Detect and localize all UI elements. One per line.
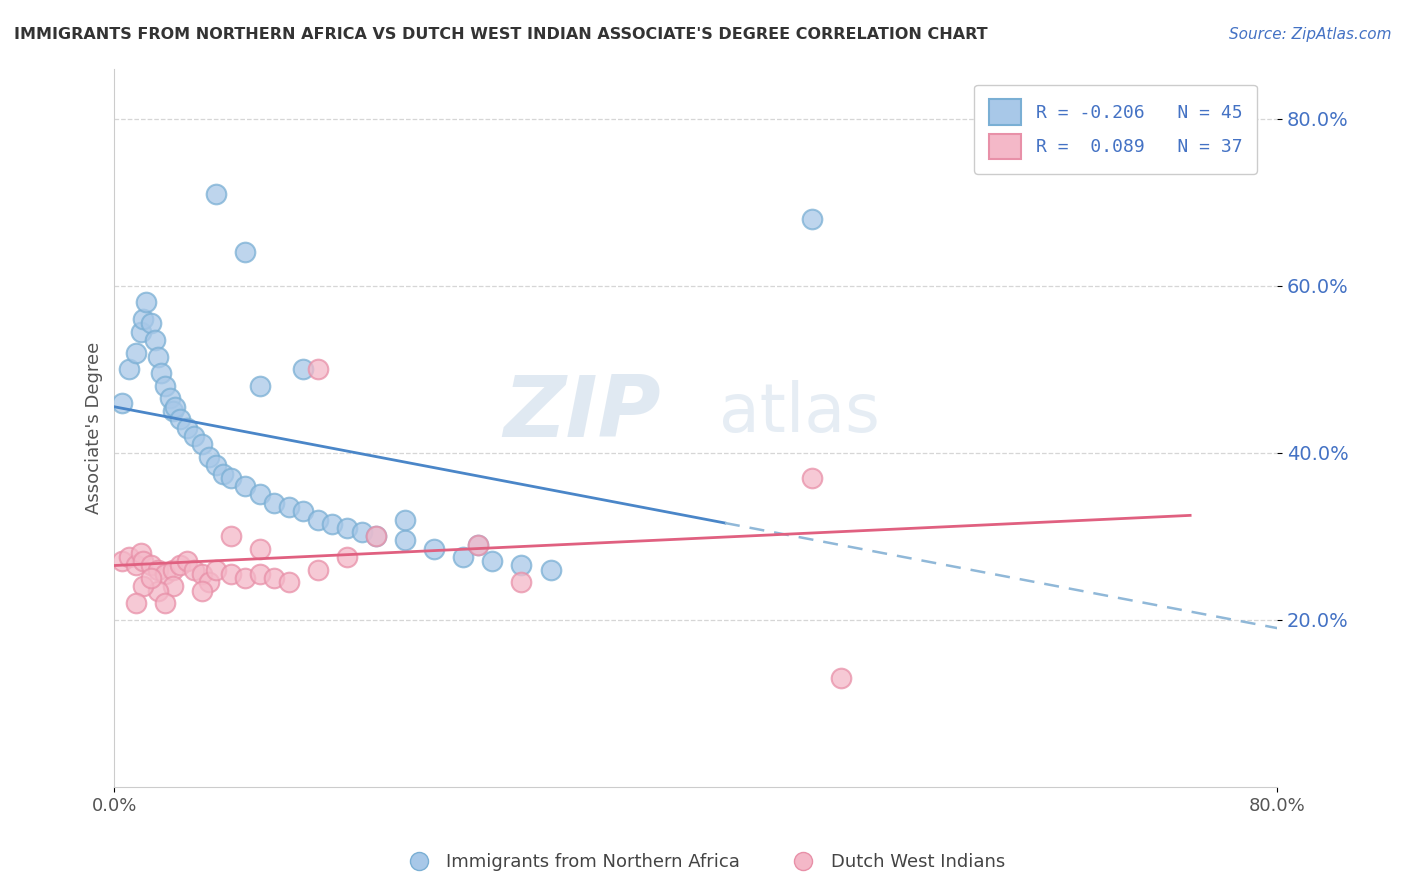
Point [139,316,162,330]
Point [510,575,533,590]
Point [125,558,148,573]
Point [249,379,271,393]
Point [135,295,157,310]
Point [263,571,285,585]
Point [219,566,242,581]
Point [169,412,191,426]
Point [111,554,134,568]
Point [336,550,359,565]
Point [394,512,416,526]
Point [176,420,198,434]
Text: Source: ZipAtlas.com: Source: ZipAtlas.com [1229,27,1392,42]
Point [129,325,152,339]
Text: IMMIGRANTS FROM NORTHERN AFRICA VS DUTCH WEST INDIAN ASSOCIATE'S DEGREE CORRELAT: IMMIGRANTS FROM NORTHERN AFRICA VS DUTCH… [14,27,987,42]
Point [132,579,155,593]
Text: atlas: atlas [718,380,880,446]
Point [249,566,271,581]
Point [321,516,343,531]
Point [198,575,221,590]
Point [292,504,315,518]
Point [249,487,271,501]
Point [183,429,205,443]
Point [205,563,228,577]
Point [277,500,299,514]
Point [233,479,256,493]
Point [146,583,169,598]
Legend: R = -0.206   N = 45, R =  0.089   N = 37: R = -0.206 N = 45, R = 0.089 N = 37 [974,85,1257,174]
Point [190,566,212,581]
Point [155,379,177,393]
Point [801,471,824,485]
Point [125,345,148,359]
Point [146,350,169,364]
Point [205,458,228,473]
Point [212,467,235,481]
Point [165,400,187,414]
Point [510,558,533,573]
Point [155,566,177,581]
Point [467,538,489,552]
Point [143,333,166,347]
Point [139,571,162,585]
Point [423,541,446,556]
Point [233,245,256,260]
Point [190,583,212,598]
Point [453,550,475,565]
Point [183,563,205,577]
Point [292,362,315,376]
Point [830,671,852,685]
Point [336,521,359,535]
Text: ZIP: ZIP [503,372,661,455]
Point [162,579,184,593]
Point [146,563,169,577]
Point [350,525,373,540]
Point [219,471,242,485]
Point [307,563,329,577]
Point [190,437,212,451]
Point [159,392,181,406]
Point [155,596,177,610]
Point [139,558,162,573]
Point [149,367,172,381]
Point [132,554,155,568]
Point [132,312,155,326]
Point [219,529,242,543]
Point [364,529,387,543]
Point [176,554,198,568]
Point [129,546,152,560]
Point [307,512,329,526]
Legend: Immigrants from Northern Africa, Dutch West Indians: Immigrants from Northern Africa, Dutch W… [394,847,1012,879]
Point [540,563,562,577]
Point [263,496,285,510]
Point [162,404,184,418]
Point [111,395,134,409]
Point [125,596,148,610]
Point [467,538,489,552]
Point [169,558,191,573]
Point [394,533,416,548]
Point [481,554,503,568]
Point [198,450,221,464]
Y-axis label: Associate's Degree: Associate's Degree [86,342,103,514]
Point [118,550,141,565]
Point [307,362,329,376]
Point [162,563,184,577]
Point [233,571,256,585]
Point [801,211,824,226]
Point [205,186,228,201]
Point [118,362,141,376]
Point [364,529,387,543]
Point [249,541,271,556]
Point [277,575,299,590]
